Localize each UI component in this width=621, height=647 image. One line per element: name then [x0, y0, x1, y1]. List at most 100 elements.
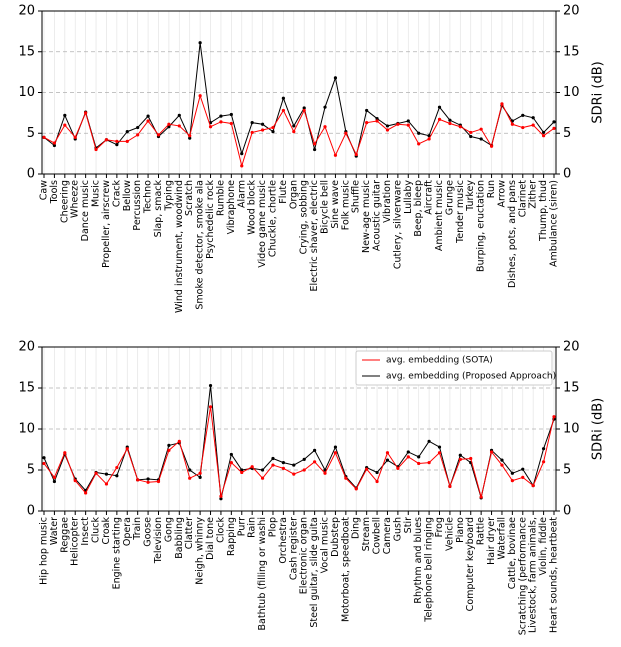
x-tick-label: Dubstep: [330, 517, 341, 557]
x-tick-label: Hip hop music: [39, 517, 50, 585]
point: [219, 494, 223, 498]
point: [146, 114, 150, 118]
x-tick-label: Aircraft: [424, 180, 435, 215]
x-tick-label: Cheering: [59, 180, 70, 223]
point: [385, 128, 390, 132]
x-tick-label: Grunge: [444, 180, 455, 215]
x-tick-label: Stir: [403, 517, 414, 533]
point: [344, 476, 348, 480]
x-tick-label: Rapping: [226, 517, 237, 556]
x-tick-label: Stream: [361, 517, 372, 551]
x-tick-label: Insect: [80, 517, 91, 546]
y2-tick-label: 20: [563, 340, 580, 355]
point: [250, 121, 254, 125]
x-tick-label: Bicycle bell: [320, 180, 331, 234]
point: [240, 164, 244, 168]
point: [323, 105, 327, 109]
x-tick-label: Scratching (performance: [517, 517, 528, 635]
point: [84, 111, 88, 115]
y2-axis-label: SDRi (dB): [591, 398, 606, 460]
point: [521, 113, 525, 117]
x-tick-label: Hair dryer: [486, 517, 497, 565]
point: [552, 126, 556, 130]
point: [323, 125, 327, 129]
y-tick-label: 15: [18, 381, 35, 396]
series-line: [43, 406, 555, 498]
point: [260, 468, 265, 472]
point: [198, 41, 202, 45]
point: [84, 491, 88, 495]
point: [375, 470, 379, 475]
x-tick-label: Alarm: [236, 180, 247, 208]
x-tick-label: Water: [49, 517, 60, 545]
point: [313, 448, 317, 452]
x-tick-label: Smoke detector, smoke ala: [195, 180, 206, 310]
point: [541, 134, 546, 138]
point: [427, 137, 431, 141]
x-tick-label: Dance music: [80, 180, 91, 241]
x-tick-label: Cattle, bovinae: [507, 517, 518, 589]
point: [281, 466, 285, 470]
point: [406, 119, 410, 123]
x-tick-label: Vocal music: [320, 517, 331, 573]
point: [500, 102, 504, 106]
x-tick-label: Typing: [163, 180, 174, 212]
point: [281, 461, 285, 465]
point: [219, 497, 223, 501]
point: [448, 121, 452, 126]
point: [198, 475, 202, 479]
point: [73, 135, 77, 139]
x-tick-label: Cowbell: [372, 517, 383, 554]
point: [541, 130, 546, 135]
point: [104, 482, 109, 486]
point: [167, 443, 171, 447]
point: [354, 487, 358, 491]
point: [552, 120, 556, 124]
point: [333, 76, 338, 80]
point: [458, 453, 462, 457]
point: [531, 123, 535, 127]
point: [115, 139, 119, 143]
point: [52, 479, 57, 484]
point: [406, 123, 410, 127]
x-tick-label: Livestock, farm animals,: [528, 517, 539, 633]
chart: 0 0 5 5 10 10 15 15 20 20 Caw Tools Cheering Wheeze Da…: [18, 4, 605, 313]
point: [313, 460, 317, 464]
point: [146, 119, 150, 123]
point: [188, 136, 192, 140]
x-tick-label: Babbling: [174, 517, 185, 559]
point: [271, 456, 275, 461]
x-tick-label: Vibration: [382, 180, 393, 223]
point: [365, 121, 369, 125]
x-tick-label: Turkey: [465, 180, 476, 212]
y2-tick-label: 10: [563, 422, 580, 437]
x-tick-label: New-age music: [361, 180, 372, 253]
x-tick-label: Dial tone: [205, 517, 216, 560]
point: [229, 452, 233, 457]
point: [417, 461, 421, 466]
x-tick-label: Crying, sobbing: [299, 180, 310, 254]
point: [541, 447, 546, 451]
point: [125, 130, 129, 134]
x-tick-label: Cluck: [91, 517, 102, 544]
y-tick-label: 10: [18, 422, 35, 437]
x-tick-label: Croak: [101, 517, 112, 545]
y-tick-label: 20: [18, 340, 35, 355]
y2-tick-label: 20: [563, 4, 580, 19]
x-tick-label: Sine wave: [330, 180, 341, 229]
plot-frame: [41, 10, 557, 175]
x-tick-label: Goose: [143, 517, 154, 547]
y-tick-label: 10: [18, 85, 35, 100]
x-tick-label: Caw: [39, 180, 50, 200]
point: [125, 447, 129, 451]
point: [260, 122, 265, 126]
x-tick-label: Cash register: [288, 517, 299, 580]
x-tick-label: Piano: [455, 517, 466, 543]
point: [365, 108, 369, 113]
point: [469, 134, 473, 139]
point: [63, 451, 67, 455]
y2-tick-label: 0: [563, 167, 571, 182]
y2-tick-label: 5: [563, 126, 571, 141]
point: [521, 467, 525, 471]
